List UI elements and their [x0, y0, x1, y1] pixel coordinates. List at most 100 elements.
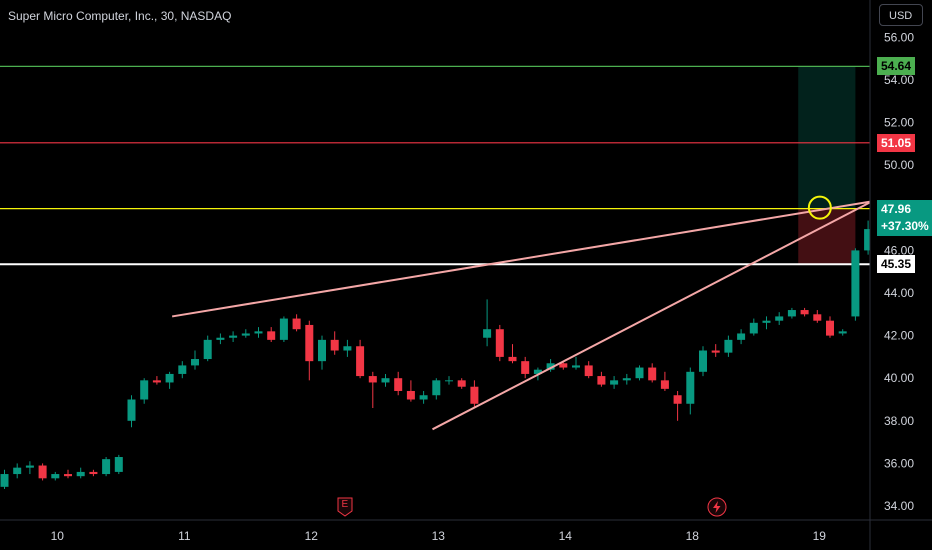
candle — [152, 376, 161, 385]
y-tick-label: 52.00 — [884, 116, 914, 130]
candle-body — [64, 474, 72, 477]
candle-body — [165, 373, 174, 383]
candle-body — [762, 320, 771, 323]
candle — [318, 335, 326, 370]
x-tick-label: 10 — [51, 529, 65, 543]
candle-body — [241, 333, 250, 336]
candle — [381, 373, 390, 387]
candle-body — [775, 316, 784, 321]
candle — [851, 248, 860, 321]
candle — [38, 463, 47, 481]
candle — [711, 344, 720, 357]
candle — [191, 350, 199, 370]
wedge-lower-line — [432, 200, 873, 431]
candle-body — [25, 465, 34, 468]
candle-body — [508, 356, 517, 362]
candle — [394, 371, 403, 396]
x-tick-label: 11 — [178, 529, 191, 543]
dividend-event-marker[interactable] — [707, 497, 727, 517]
candle-body — [660, 380, 669, 389]
candle — [483, 299, 492, 347]
candle-body — [318, 339, 326, 362]
candle-body — [851, 250, 860, 317]
candle-body — [292, 318, 301, 330]
currency-selector[interactable]: USD — [879, 4, 923, 26]
candle — [660, 371, 669, 391]
candle — [737, 329, 746, 345]
earnings-icon — [337, 497, 353, 517]
candle — [305, 320, 314, 381]
candle-body — [622, 378, 631, 381]
candle-body — [673, 395, 682, 404]
y-tick-label: 36.00 — [884, 456, 914, 470]
candle — [800, 307, 809, 317]
candle — [406, 380, 415, 402]
candle-body — [711, 350, 720, 353]
candle — [229, 331, 238, 342]
candle — [546, 359, 555, 372]
candle-body — [381, 378, 390, 383]
candle — [762, 316, 771, 330]
current-price-value: 47.96 — [881, 201, 912, 216]
target-price-tag: 54.64 — [877, 57, 916, 76]
candle-body — [597, 376, 606, 385]
candle-body — [559, 363, 568, 368]
candle-body — [203, 339, 212, 360]
y-tick-label: 40.00 — [884, 371, 914, 385]
stop-price-tag: 51.05 — [877, 133, 916, 152]
candle — [775, 312, 784, 325]
candle — [178, 361, 187, 379]
earnings-label: E — [341, 499, 349, 510]
candle — [724, 335, 733, 357]
candle — [445, 376, 453, 385]
lightning-icon — [707, 497, 727, 517]
candle-body — [89, 471, 98, 475]
y-tick-label: 34.00 — [884, 499, 914, 513]
candle-body — [102, 459, 111, 475]
candle — [432, 378, 441, 400]
candle — [838, 329, 847, 336]
candle-body — [127, 399, 136, 421]
candle — [89, 469, 98, 477]
y-tick-label: 38.00 — [884, 414, 914, 428]
candle-body — [229, 335, 238, 338]
x-tick-label: 13 — [432, 529, 446, 543]
candle-body — [521, 361, 530, 374]
candle — [13, 463, 22, 479]
candle-body — [13, 467, 22, 475]
wedge-drawings — [171, 195, 873, 431]
candle — [292, 314, 301, 332]
candle — [267, 327, 276, 342]
current-price-tag: 47.96 +37.30% — [877, 199, 932, 236]
candle-body — [432, 380, 441, 396]
candle — [254, 327, 263, 338]
candle-body — [546, 363, 555, 370]
candle-body — [584, 365, 593, 377]
current-price-change: +37.30% — [881, 218, 929, 233]
wedge-upper-line — [171, 200, 873, 318]
profit-zone — [798, 66, 856, 209]
candle — [216, 333, 225, 345]
candle-body — [191, 359, 199, 366]
candlestick-series — [0, 220, 932, 489]
position-zones — [798, 66, 856, 265]
candle — [127, 395, 136, 428]
candle — [330, 331, 339, 355]
candle — [279, 316, 288, 342]
candle-body — [419, 395, 428, 400]
candle — [622, 373, 631, 385]
candle — [165, 371, 174, 389]
y-tick-label: 42.00 — [884, 329, 914, 343]
candle — [76, 467, 85, 479]
price-axis-bg — [870, 0, 932, 550]
candle-body — [38, 465, 47, 479]
candle — [572, 356, 580, 370]
candle-body — [737, 333, 746, 340]
candle-body — [114, 457, 123, 472]
earnings-event-marker[interactable]: E — [337, 497, 353, 517]
y-tick-label: 56.00 — [884, 30, 914, 44]
candle — [508, 344, 517, 364]
candle — [457, 378, 466, 389]
candle-body — [279, 318, 288, 340]
